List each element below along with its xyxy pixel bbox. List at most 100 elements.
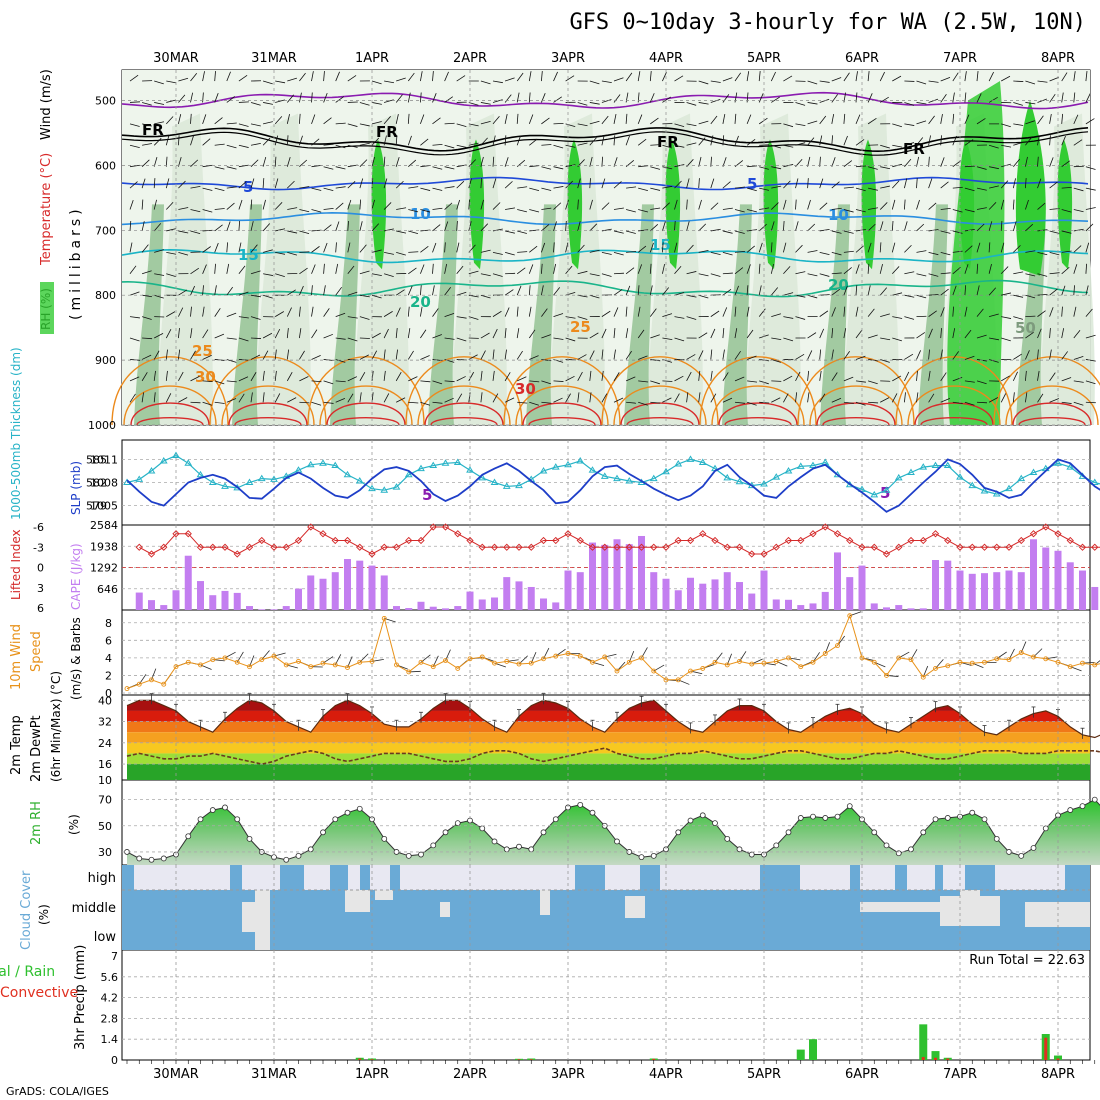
wind-barb [952, 285, 957, 296]
thickness-point [649, 474, 658, 482]
wind-barb [831, 397, 842, 403]
wind-barb [916, 102, 927, 105]
wind-barb [686, 271, 697, 275]
wind-barb [819, 251, 830, 256]
lifted-tick: 0 [37, 562, 44, 575]
lifted-index-point [417, 536, 425, 545]
contour-label: 25 [570, 318, 591, 336]
wind-barb [528, 329, 536, 339]
wind-barb [771, 144, 782, 149]
rh2m-ylabel: 2m RH [29, 801, 44, 845]
wind-barb [722, 251, 733, 256]
wind-barb [1001, 337, 1011, 342]
pressure-tick: 900 [95, 354, 116, 367]
wind-barb [650, 117, 659, 125]
wind-tick: 6 [105, 634, 112, 647]
wind-barb [589, 120, 600, 125]
wind-barb [1049, 328, 1051, 339]
isotherm-arch [993, 356, 1100, 426]
lifted-index-point [196, 543, 205, 551]
wind-barb [444, 144, 455, 149]
wind-barb [686, 142, 697, 146]
wind-barb [1073, 329, 1081, 339]
wind-barb [347, 376, 358, 382]
wind-barb [771, 397, 781, 403]
isotherm-arch [228, 402, 308, 426]
rh-high-region [665, 139, 681, 270]
wind-barb [347, 123, 358, 127]
pressure-tick: 500 [95, 95, 116, 108]
wind-barb [964, 285, 967, 296]
wind-barb [287, 180, 295, 189]
thickness-point [539, 466, 548, 474]
wind-barb [444, 397, 454, 403]
lifted-index-point [380, 543, 388, 551]
wind-barb [287, 397, 297, 403]
rh-point [736, 846, 743, 853]
isotherm-arch [417, 385, 511, 426]
wind-barb [843, 250, 854, 253]
date-label-bottom: 31MAR [251, 1067, 297, 1082]
wind-barb [722, 181, 731, 189]
lifted-index-point [503, 543, 511, 551]
wind-barb [577, 178, 581, 189]
wind-barb [529, 401, 539, 406]
wind-barb [226, 359, 237, 363]
wind-barb [359, 270, 370, 275]
wind-barb [492, 80, 503, 84]
wind-barb [770, 242, 773, 253]
wind-barb [444, 166, 455, 170]
wind-barb [347, 393, 354, 403]
thickness-tick: 582 [86, 477, 107, 490]
wind-barb [371, 332, 381, 339]
wind-barb [855, 329, 863, 339]
lifted-tick: 3 [37, 582, 44, 595]
date-label-top: 6APR [845, 51, 879, 66]
grads-credit: GrADS: COLA/IGES [6, 1085, 109, 1098]
wind-barb [395, 349, 398, 360]
wind-barb [613, 181, 622, 189]
rh-point [418, 851, 424, 858]
rh-point [503, 846, 510, 853]
wind-barb [553, 221, 557, 232]
wind-barb [1000, 375, 1011, 382]
thickness-point [600, 472, 609, 479]
high-cloud-block [895, 865, 907, 890]
wind-barb [771, 337, 782, 341]
rh-point [944, 815, 951, 821]
lifted-index-point [356, 543, 364, 551]
wind-barb [299, 285, 304, 296]
wind-barb [892, 316, 903, 319]
isotherm-arch [332, 416, 400, 426]
wind-barb [976, 223, 985, 232]
wind-barb [323, 166, 334, 170]
wind-barb [504, 94, 512, 103]
cape-bar [638, 535, 645, 610]
precip-conv-bar [1044, 1037, 1048, 1060]
cape-bar [711, 579, 719, 610]
wind-barb [1037, 135, 1040, 146]
cloud-gap [540, 890, 550, 915]
wind-barb [758, 242, 763, 253]
wind-speed-point [884, 672, 889, 678]
wind-barb [601, 80, 612, 83]
rh-point [846, 803, 853, 810]
wind-barb [492, 202, 501, 210]
wind-barb [1000, 242, 1005, 253]
wind-barb [964, 114, 970, 125]
wind-barb [262, 350, 269, 360]
wind-barb [250, 244, 258, 253]
wind-barb [250, 178, 255, 189]
thickness-point [270, 475, 278, 482]
wind-barb [444, 312, 455, 317]
wind-barb [262, 80, 273, 85]
rh-area [127, 799, 1100, 865]
rh-point [1042, 825, 1049, 832]
wind-barb [601, 156, 604, 167]
cape-bar [417, 601, 425, 610]
wind-barb [299, 72, 306, 82]
wind-barb [504, 77, 515, 82]
wind-barb [940, 207, 951, 210]
wind-barb [686, 178, 690, 189]
wind-barb [1073, 71, 1076, 82]
